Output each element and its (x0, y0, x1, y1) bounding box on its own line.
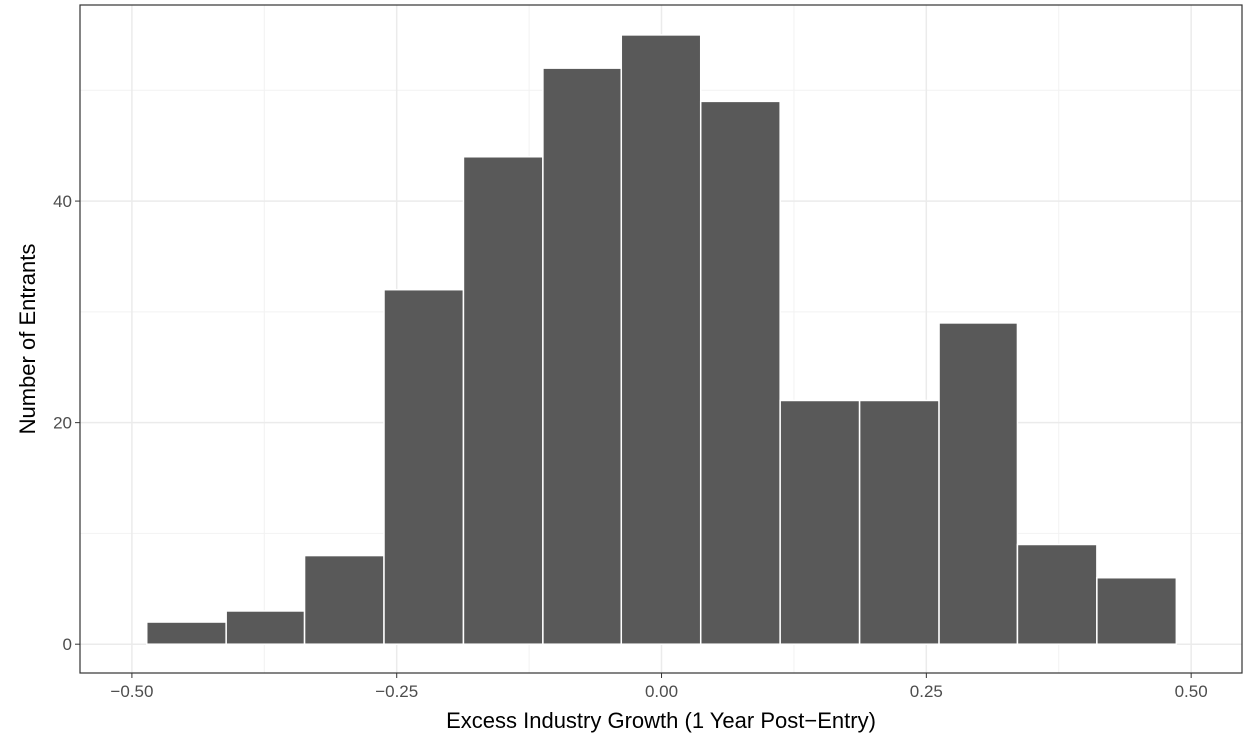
bar (225, 610, 306, 645)
y-tick-label: 40 (53, 192, 72, 211)
y-axis-title: Number of Entrants (15, 244, 40, 435)
bar (542, 67, 623, 645)
bar (699, 100, 781, 645)
bar (383, 288, 465, 645)
bar (145, 621, 227, 645)
x-tick-label: −0.50 (110, 682, 153, 701)
x-tick-label: −0.25 (375, 682, 418, 701)
bar (938, 322, 1019, 645)
y-tick-label: 20 (53, 414, 72, 433)
x-tick-label: 0.00 (645, 682, 678, 701)
bar (462, 156, 544, 645)
y-tick-label: 0 (63, 635, 72, 654)
panel-border (79, 4, 1243, 674)
bar (1096, 576, 1178, 645)
x-axis-title: Excess Industry Growth (1 Year Post−Entr… (446, 708, 876, 733)
x-tick-label: 0.50 (1175, 682, 1208, 701)
bar (620, 34, 702, 645)
bar (858, 399, 940, 645)
bar (1016, 543, 1098, 645)
bar (779, 399, 861, 645)
bar (303, 554, 385, 645)
x-tick-label: 0.25 (910, 682, 943, 701)
